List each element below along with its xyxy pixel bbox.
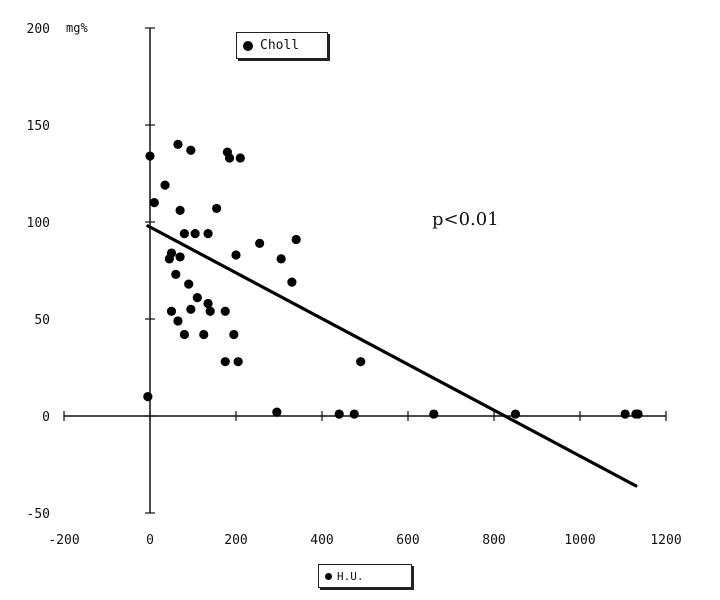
- data-point: [231, 250, 241, 260]
- data-point: [173, 316, 183, 326]
- data-point: [212, 203, 222, 214]
- x-tick-label: 1000: [564, 533, 595, 548]
- data-point: [179, 229, 189, 239]
- x-tick-label: 800: [482, 533, 505, 548]
- data-point: [220, 306, 230, 316]
- data-point: [173, 139, 183, 149]
- data-point: [255, 238, 265, 248]
- x-tick-label: 0: [146, 533, 154, 548]
- y-tick-label: 0: [42, 410, 50, 425]
- p-value-annotation: p<0.01: [432, 209, 499, 230]
- data-points: [143, 139, 643, 419]
- data-point: [166, 306, 177, 316]
- y-tick-label: -50: [27, 507, 50, 522]
- y-tick-label: 100: [27, 216, 50, 231]
- data-point: [334, 409, 344, 419]
- data-point: [175, 252, 185, 262]
- data-point: [190, 229, 200, 239]
- y-tick-label: 150: [27, 119, 50, 134]
- data-point: [349, 409, 359, 419]
- data-point: [620, 409, 630, 419]
- data-point: [510, 409, 521, 419]
- axis-ticks: -50 0 50 100 150 200 -200 0 200 400 600 800 1000 1200: [27, 22, 682, 548]
- data-point: [429, 409, 439, 419]
- data-point: [143, 392, 153, 402]
- data-point: [184, 279, 194, 289]
- data-point: [233, 357, 243, 367]
- x-tick-label: 400: [310, 533, 333, 548]
- regression-line: [146, 224, 638, 488]
- data-point: [166, 248, 177, 258]
- data-point: [175, 205, 185, 215]
- data-point: [276, 254, 286, 264]
- data-point: [145, 151, 155, 161]
- legend-x-axis: H.U.: [318, 564, 412, 588]
- data-point: [633, 409, 643, 419]
- data-point: [149, 198, 159, 208]
- data-point: [224, 153, 235, 163]
- legend-x-label: H.U.: [337, 569, 364, 583]
- data-point: [272, 407, 282, 417]
- trendline-group: [146, 224, 638, 488]
- data-point: [160, 180, 170, 190]
- data-point: [203, 298, 213, 309]
- data-point: [235, 153, 245, 163]
- data-point: [291, 234, 301, 245]
- x-tick-label: 1200: [650, 533, 681, 548]
- series-marker-icon: [243, 40, 253, 51]
- legend-series: Choll: [236, 32, 328, 59]
- data-point: [179, 329, 189, 340]
- x-tick-label: -200: [48, 533, 79, 548]
- data-point: [220, 357, 230, 367]
- x-tick-label: 600: [396, 533, 419, 548]
- data-point: [356, 357, 366, 367]
- legend-series-label: Choll: [260, 38, 300, 53]
- data-point: [229, 329, 239, 340]
- axes: [64, 28, 666, 513]
- x-tick-label: 200: [224, 533, 247, 548]
- y-tick-label: 50: [34, 313, 50, 328]
- y-unit-label: mg%: [66, 21, 88, 35]
- data-point: [171, 269, 181, 279]
- x-marker-icon: [325, 572, 332, 580]
- data-point: [186, 145, 196, 155]
- data-point: [287, 277, 297, 287]
- data-point: [205, 306, 215, 316]
- data-point: [203, 229, 213, 239]
- data-point: [199, 329, 209, 340]
- data-point: [186, 304, 196, 314]
- y-tick-label: 200: [27, 22, 50, 37]
- data-point: [192, 293, 202, 303]
